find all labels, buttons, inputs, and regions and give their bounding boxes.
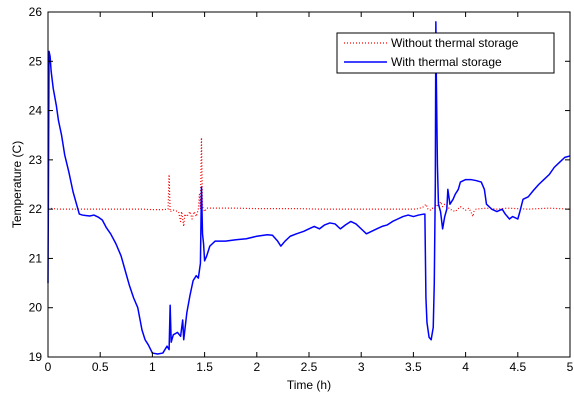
series-line-with-thermal-storage (47, 21, 571, 355)
x-tick-label: 1.5 (196, 360, 213, 374)
x-tick-label: 2 (253, 360, 260, 374)
series-layer (47, 21, 571, 355)
x-axis-label: Time (h) (287, 378, 331, 392)
y-axis-label: Temperature (C) (10, 141, 24, 228)
y-tick-label: 22 (29, 202, 43, 216)
x-tick-label: 5 (567, 360, 574, 374)
x-tick-label: 0.5 (92, 360, 109, 374)
y-tick-label: 19 (29, 350, 43, 364)
x-tick-label: 2.5 (301, 360, 318, 374)
x-tick-label: 0 (45, 360, 52, 374)
x-tick-label: 1 (149, 360, 156, 374)
x-tick-label: 4.5 (509, 360, 526, 374)
legend: Without thermal storage With thermal sto… (336, 32, 555, 74)
x-tick-label: 3.5 (405, 360, 422, 374)
x-tick-label: 4 (462, 360, 469, 374)
x-tick-label: 3 (358, 360, 365, 374)
y-axis-ticks: 19 20 21 22 23 24 25 26 (29, 5, 570, 364)
y-tick-label: 26 (29, 5, 43, 19)
y-tick-label: 21 (29, 251, 43, 265)
y-tick-label: 25 (29, 54, 43, 68)
x-axis-ticks: 0 0.5 1 1.5 2 2.5 3 3.5 4 4.5 5 (45, 12, 574, 374)
y-tick-label: 20 (29, 301, 43, 315)
legend-label-with-storage: With thermal storage (391, 55, 502, 69)
legend-label-without-storage: Without thermal storage (391, 36, 519, 50)
legend-box (336, 32, 555, 74)
y-tick-label: 23 (29, 153, 43, 167)
y-tick-label: 24 (29, 104, 43, 118)
series-line-without-thermal-storage (47, 137, 571, 227)
